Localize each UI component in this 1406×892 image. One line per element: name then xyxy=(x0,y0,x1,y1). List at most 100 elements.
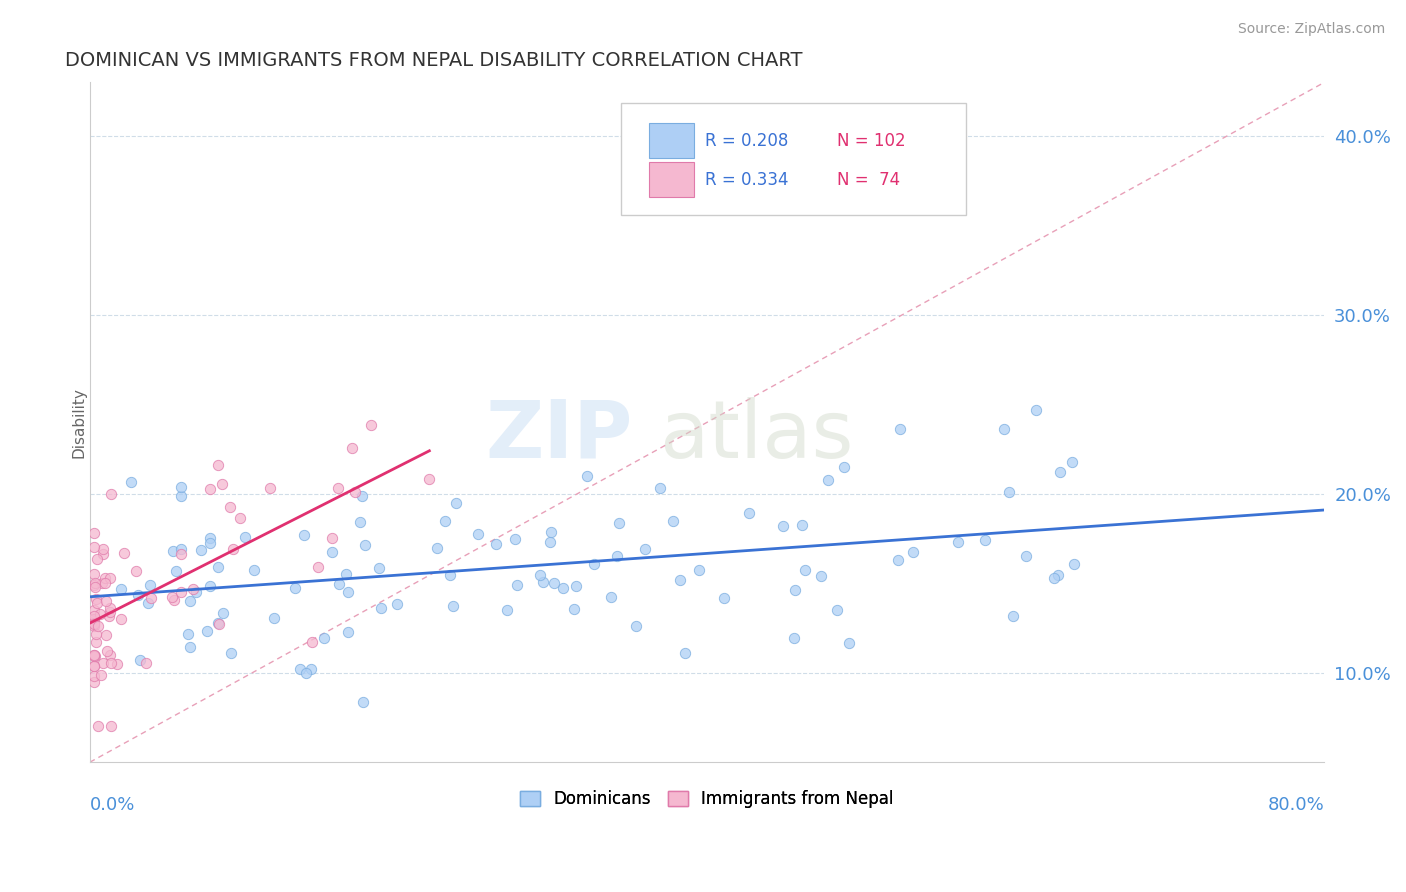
Point xyxy=(198,482,221,496)
Point xyxy=(83,540,105,554)
Point xyxy=(86,552,108,566)
Point xyxy=(299,662,322,676)
Point xyxy=(97,609,120,624)
Point xyxy=(83,659,105,673)
Point xyxy=(160,591,183,605)
Y-axis label: Disability: Disability xyxy=(72,387,86,458)
Point xyxy=(179,593,201,607)
Point xyxy=(83,619,105,633)
Point xyxy=(139,577,162,591)
Point xyxy=(139,591,162,605)
Point xyxy=(207,560,229,574)
Point xyxy=(94,576,117,591)
Point xyxy=(790,517,813,532)
Point xyxy=(564,579,586,593)
Point xyxy=(198,531,221,545)
Point xyxy=(337,585,360,599)
Point xyxy=(86,591,108,606)
Point xyxy=(184,584,207,599)
Point xyxy=(387,597,409,611)
Point xyxy=(713,591,735,606)
Text: DOMINICAN VS IMMIGRANTS FROM NEPAL DISABILITY CORRELATION CHART: DOMINICAN VS IMMIGRANTS FROM NEPAL DISAB… xyxy=(65,51,803,70)
Point xyxy=(650,481,672,495)
Point xyxy=(208,616,231,631)
Point xyxy=(485,537,508,551)
Point xyxy=(90,668,112,682)
Point xyxy=(94,571,117,585)
Point xyxy=(974,533,997,547)
Point xyxy=(195,624,218,639)
Text: Source: ZipAtlas.com: Source: ZipAtlas.com xyxy=(1237,22,1385,37)
Point xyxy=(295,666,318,681)
Point xyxy=(418,471,440,485)
Point xyxy=(997,484,1019,499)
Point xyxy=(562,602,585,616)
Point xyxy=(263,610,285,624)
Point xyxy=(737,506,759,520)
Point xyxy=(350,489,373,503)
Point xyxy=(599,590,621,604)
Point xyxy=(170,489,193,503)
Point xyxy=(219,646,242,660)
Point xyxy=(1049,465,1071,479)
Point xyxy=(326,481,349,495)
Point xyxy=(426,541,449,555)
Point xyxy=(948,534,970,549)
Point xyxy=(887,553,910,567)
Point xyxy=(353,537,375,551)
Point xyxy=(86,635,108,649)
Point xyxy=(83,580,105,594)
Point xyxy=(170,541,193,556)
Point xyxy=(84,627,107,641)
Point xyxy=(93,541,115,556)
Point xyxy=(343,485,366,500)
Point xyxy=(179,640,201,655)
Point xyxy=(661,514,683,528)
Point xyxy=(321,544,343,558)
Point xyxy=(360,418,382,433)
Point xyxy=(177,627,200,641)
Point xyxy=(606,549,628,563)
Point xyxy=(259,481,281,495)
Point xyxy=(772,518,794,533)
Point xyxy=(91,575,114,590)
Point xyxy=(198,536,221,550)
Point xyxy=(301,634,323,648)
Point xyxy=(832,460,855,475)
Point xyxy=(783,582,806,597)
Point xyxy=(170,584,193,599)
Point xyxy=(370,600,392,615)
Point xyxy=(170,480,193,494)
Point xyxy=(83,658,105,673)
Point xyxy=(1047,567,1070,582)
Point xyxy=(993,422,1015,436)
Point xyxy=(307,559,329,574)
Point xyxy=(96,644,118,658)
Point xyxy=(211,477,233,491)
Point xyxy=(624,619,647,633)
Point xyxy=(91,656,114,670)
Point xyxy=(443,599,465,614)
Point xyxy=(83,615,105,630)
Point xyxy=(540,525,562,540)
Point xyxy=(284,581,307,595)
Point xyxy=(83,566,105,581)
Point xyxy=(170,547,193,561)
Point xyxy=(1060,455,1083,469)
Point xyxy=(83,674,105,689)
Point xyxy=(212,606,235,620)
Point xyxy=(634,542,657,557)
Point xyxy=(128,652,150,666)
Point xyxy=(243,563,266,577)
Point xyxy=(83,614,105,628)
Point xyxy=(83,648,105,662)
Point xyxy=(783,631,806,645)
Text: ZIP: ZIP xyxy=(485,397,633,475)
FancyBboxPatch shape xyxy=(620,103,966,215)
Text: atlas: atlas xyxy=(659,397,853,475)
Point xyxy=(100,486,122,500)
Point xyxy=(83,603,105,617)
Point xyxy=(538,535,561,549)
FancyBboxPatch shape xyxy=(650,161,693,197)
Point xyxy=(335,566,357,581)
